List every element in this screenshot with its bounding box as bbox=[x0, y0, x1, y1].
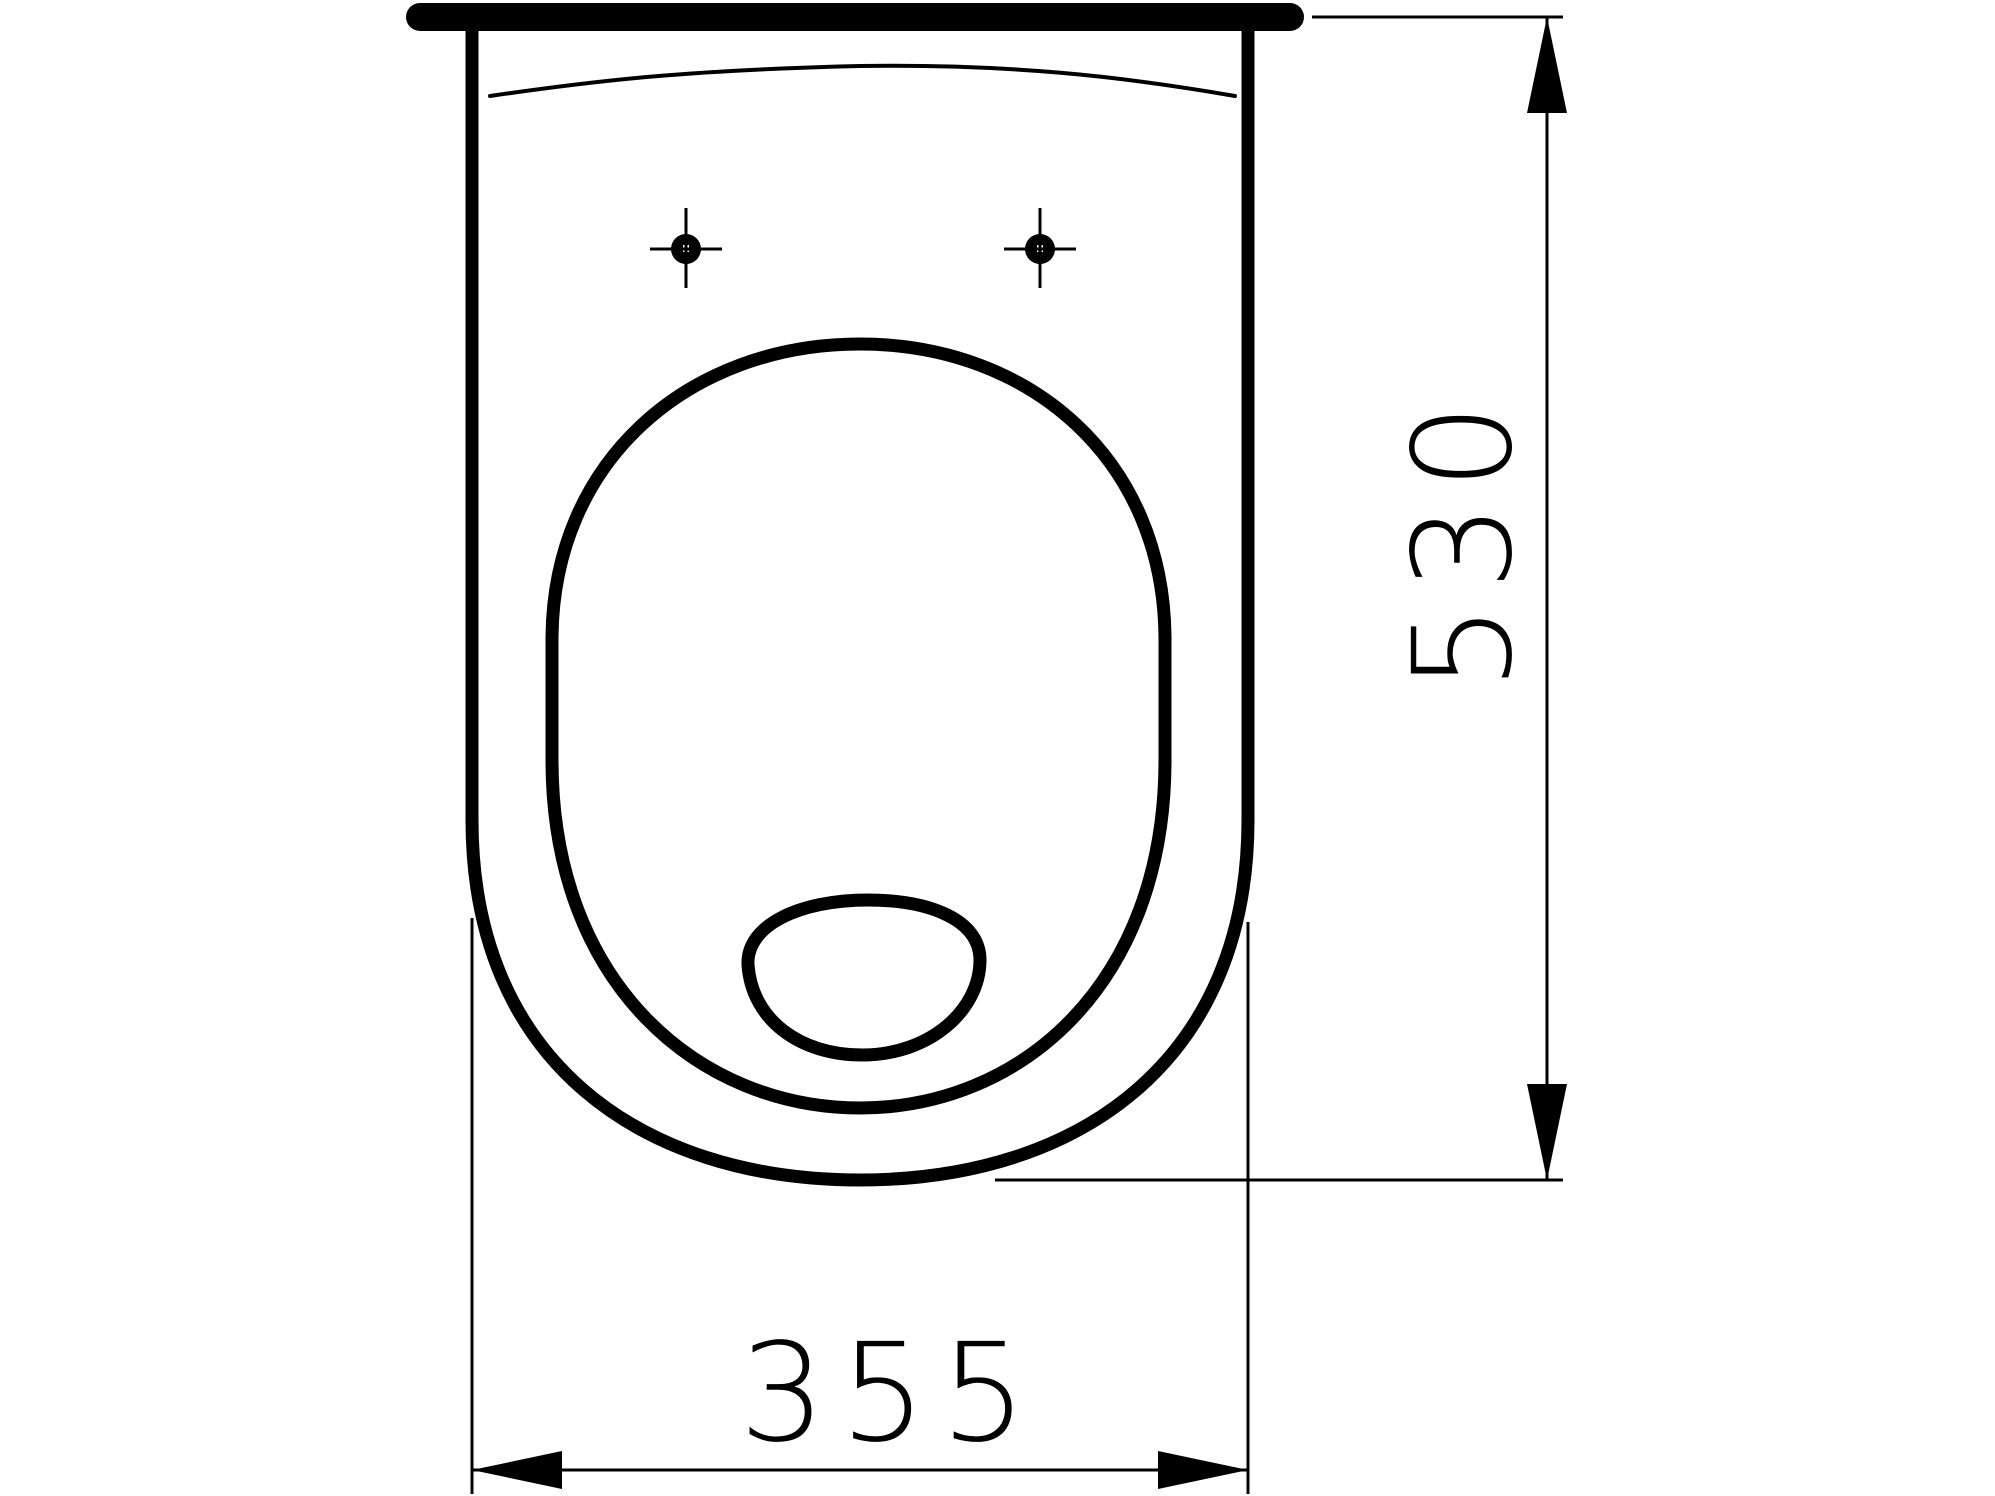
seat-mounting-hole-right bbox=[1004, 208, 1076, 288]
width-arrow-right bbox=[1158, 1451, 1248, 1489]
width-dimension-label: 355 bbox=[739, 1315, 1041, 1473]
seat-mounting-hole-left bbox=[650, 208, 722, 288]
width-arrow-left bbox=[472, 1451, 562, 1489]
length-dimension: 530 bbox=[995, 15, 1567, 1182]
rim-edge-line bbox=[488, 63, 1237, 98]
bowl-outline bbox=[465, 23, 1255, 1187]
width-dimension: 355 bbox=[470, 918, 1250, 1494]
length-arrow-top bbox=[1527, 17, 1567, 113]
length-arrow-bottom bbox=[1527, 1084, 1567, 1180]
length-dimension-label: 530 bbox=[1385, 389, 1543, 691]
bowl-inner-opening bbox=[545, 337, 1172, 1115]
drain-outlet bbox=[741, 893, 987, 1062]
